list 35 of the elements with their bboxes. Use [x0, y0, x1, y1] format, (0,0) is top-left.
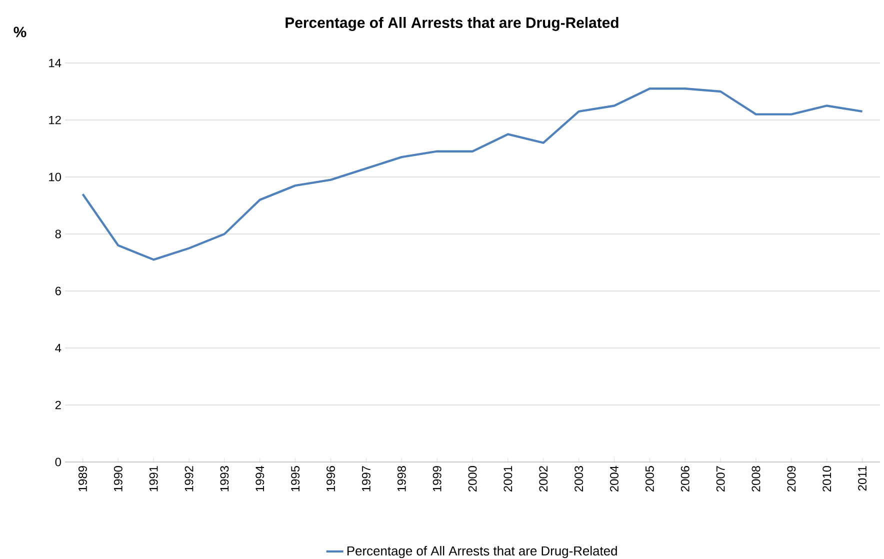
- x-tick-label: 1998: [397, 466, 406, 492]
- x-tick-label: 1993: [220, 466, 229, 492]
- x-tick-label: 2011: [858, 466, 867, 491]
- x-tick-label: 2004: [610, 466, 618, 492]
- x-tick-label: 1992: [184, 466, 194, 492]
- y-tick-label: 0: [55, 458, 62, 466]
- x-tick-label: 2006: [680, 466, 690, 492]
- x-tick-label: 1996: [326, 466, 335, 492]
- line-series: [82, 88, 864, 261]
- y-tick-label: 10: [49, 172, 62, 182]
- x-tick-label: 1999: [432, 466, 442, 492]
- x-tick-label: 2002: [539, 466, 548, 492]
- x-tick-label: 2009: [787, 466, 796, 492]
- y-tick-label: 2: [55, 400, 61, 410]
- x-tick-label: 2000: [468, 466, 477, 492]
- x-tick-label: 2007: [716, 466, 725, 492]
- chart-title: Percentage of All Arrests that are Drug-Related: [286, 16, 618, 31]
- y-tick-label: 12: [49, 116, 61, 124]
- y-tick-label: 6: [55, 286, 61, 296]
- x-tick-label: 2008: [752, 466, 760, 492]
- x-tick-label: 2005: [645, 466, 654, 492]
- x-tick-label: 1997: [362, 466, 370, 492]
- y-axis-title: %: [14, 26, 26, 38]
- y-tick-label: 4: [55, 344, 62, 352]
- y-tick-label: 14: [49, 58, 62, 68]
- x-tick-label: 2003: [574, 466, 584, 492]
- x-tick-label: 1990: [114, 466, 122, 492]
- y-tick-label: 8: [55, 230, 61, 238]
- legend-label: Percentage of All Arrests that are Drug-Related: [347, 546, 617, 558]
- x-tick-label: 2010: [822, 466, 832, 492]
- x-tick-label: 1995: [291, 466, 300, 492]
- x-tick-label: 2001: [504, 466, 512, 492]
- x-tick-label: 1991: [149, 466, 158, 492]
- x-tick-label: 1994: [256, 466, 264, 492]
- x-tick-label: 1989: [78, 466, 87, 492]
